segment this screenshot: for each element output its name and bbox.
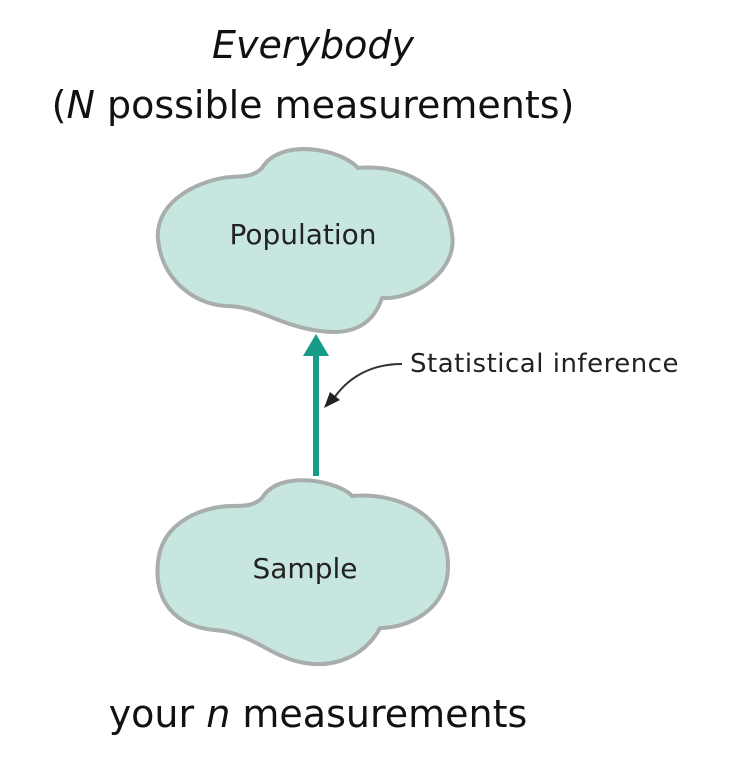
sample-label: Sample — [253, 552, 358, 585]
caption-prefix: your — [108, 692, 207, 736]
sample-cloud — [155, 478, 450, 667]
diagram-subtitle: (N possible measurements) — [0, 86, 626, 124]
subtitle-open-paren: ( — [51, 83, 67, 127]
inference-pointer — [333, 363, 403, 399]
inference-pointer-head — [324, 392, 340, 408]
inference-arrow-head — [303, 334, 329, 356]
caption-suffix: measurements — [230, 692, 528, 736]
subtitle-rest: possible measurements) — [94, 83, 575, 127]
diagram-title: Everybody — [212, 23, 414, 67]
caption-n-symbol: n — [206, 692, 231, 736]
subtitle-n-symbol: N — [66, 83, 95, 127]
population-cloud — [155, 147, 455, 334]
diagram-caption: your n measurements — [0, 695, 636, 733]
population-label: Population — [229, 218, 376, 251]
statistical-inference-label: Statistical inference — [410, 349, 679, 379]
